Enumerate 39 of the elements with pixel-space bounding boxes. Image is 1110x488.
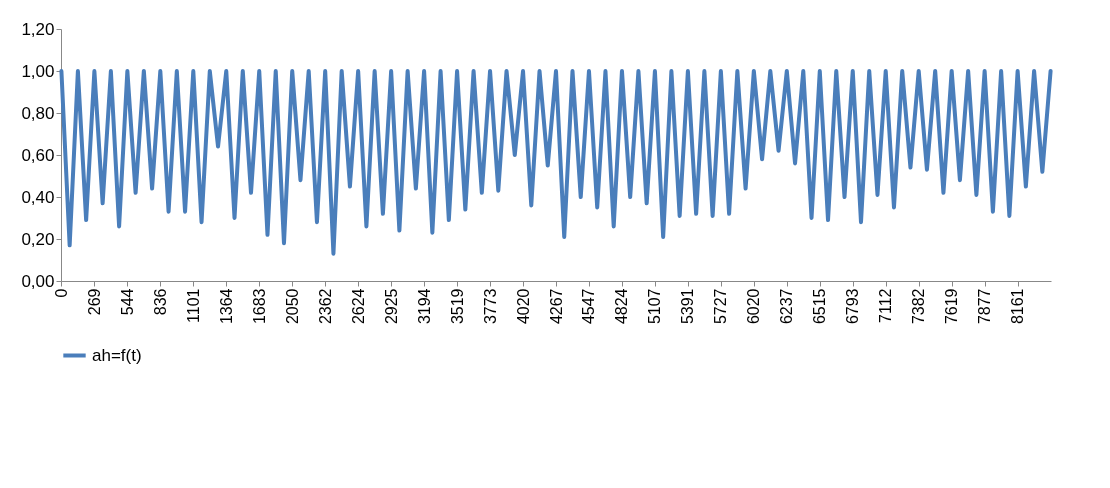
x-tick-label: 4020 — [514, 288, 532, 325]
x-tick-label: 5391 — [679, 288, 697, 325]
x-tick-label: 7382 — [910, 288, 928, 325]
x-tick-label: 6237 — [778, 288, 796, 325]
x-tick-label: 7112 — [877, 288, 895, 323]
x-tick-label: 1101 — [184, 288, 202, 323]
x-tick-label: 5727 — [712, 288, 730, 325]
x-tick-label: 1683 — [250, 288, 268, 325]
x-tick-label: 5107 — [646, 288, 664, 325]
line-series — [59, 69, 1053, 256]
x-tick-label: 1364 — [217, 288, 235, 325]
y-tick-label: 0,40 — [21, 187, 55, 207]
x-tick-label: 6020 — [745, 288, 763, 325]
y-tick-label: 0,20 — [21, 229, 55, 249]
x-tick-label: 4267 — [547, 288, 565, 325]
x-tick-label: 3194 — [415, 288, 433, 325]
x-tick-label: 4824 — [613, 288, 631, 325]
x-tick-label: 3773 — [481, 288, 499, 325]
x-tick-label: 8161 — [1009, 288, 1027, 325]
x-tick-label: 269 — [85, 288, 103, 316]
x-tick-label: 2362 — [316, 288, 334, 325]
x-tick-label: 2925 — [382, 288, 400, 325]
y-tick-label: 1,00 — [21, 61, 55, 81]
y-tick-label: 0,00 — [21, 271, 55, 291]
x-tick-label: 6515 — [811, 288, 829, 325]
y-tick-label: 0,60 — [21, 145, 55, 165]
x-tick-label: 3519 — [448, 288, 466, 325]
x-tick-label: 2050 — [283, 288, 301, 325]
x-tick-label: 6793 — [844, 288, 862, 325]
x-tick-label: 7877 — [976, 288, 994, 325]
y-tick-label: 1,20 — [21, 19, 55, 39]
legend-label: ah=f(t) — [92, 345, 142, 365]
x-tick-label: 7619 — [943, 288, 961, 325]
x-tick-label: 836 — [151, 288, 169, 316]
x-tick-label: 4547 — [580, 288, 598, 325]
y-tick-label: 0,80 — [21, 103, 55, 123]
x-tick-label: 544 — [118, 288, 136, 316]
x-tick-label: 0 — [52, 288, 70, 298]
x-tick-label: 2624 — [349, 288, 367, 325]
